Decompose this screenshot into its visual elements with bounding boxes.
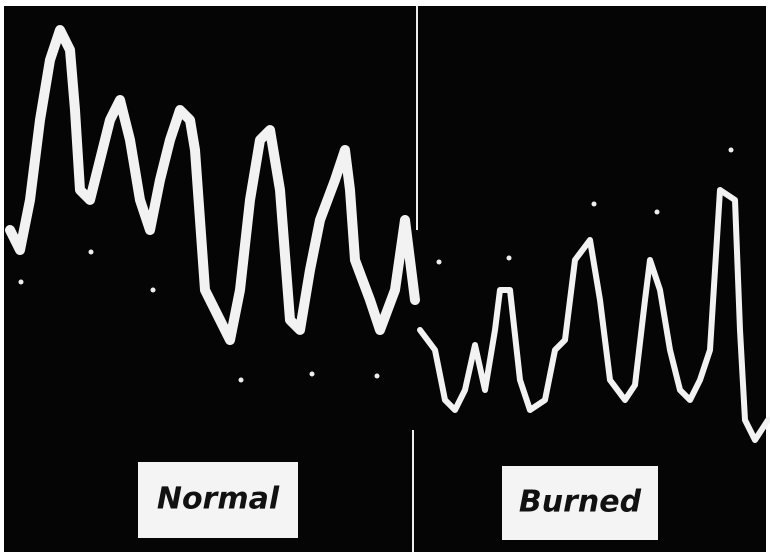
marker bbox=[151, 288, 156, 293]
label-normal: Normal bbox=[157, 482, 280, 517]
marker bbox=[729, 148, 734, 153]
marker bbox=[592, 202, 597, 207]
page: Normal Burned (() => { const data = JSON… bbox=[0, 0, 770, 552]
marker bbox=[19, 280, 24, 285]
marker bbox=[310, 372, 315, 377]
marker bbox=[655, 210, 660, 215]
marker bbox=[375, 374, 380, 379]
marker bbox=[507, 256, 512, 261]
marker bbox=[89, 250, 94, 255]
oscilloscope-photo: Normal Burned bbox=[0, 0, 770, 552]
label-burned: Burned bbox=[519, 485, 642, 520]
marker bbox=[437, 260, 442, 265]
marker bbox=[239, 378, 244, 383]
